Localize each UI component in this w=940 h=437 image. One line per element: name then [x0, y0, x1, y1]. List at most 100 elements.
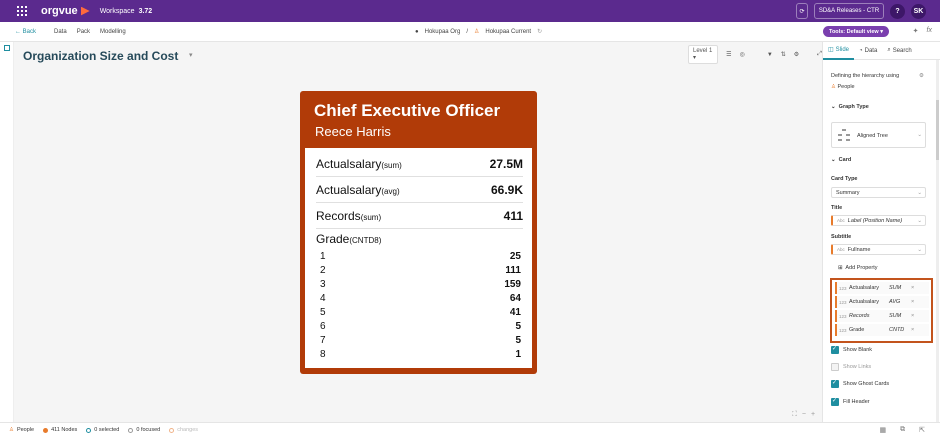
- workspace-label[interactable]: Workspace: [99, 7, 135, 15]
- nav-modelling[interactable]: Modelling: [100, 28, 126, 35]
- filter-icon[interactable]: ▼: [766, 51, 773, 58]
- title-select[interactable]: Abc Label (Position Name) ⌄: [831, 215, 926, 226]
- card-heading[interactable]: ⌄ Card: [831, 157, 852, 163]
- show-blank-checkbox[interactable]: [831, 345, 839, 354]
- chevron-down-icon: ⌄: [917, 218, 922, 224]
- panel-scrollbar[interactable]: [936, 60, 939, 422]
- nav-data[interactable]: Data: [54, 28, 67, 35]
- fill-header-checkbox[interactable]: [831, 397, 839, 406]
- metric-name: Actualsalary: [316, 156, 382, 171]
- subtitle-value: Fullname: [847, 246, 871, 253]
- remove-icon[interactable]: ×: [911, 285, 915, 291]
- level-select[interactable]: Level 1 ▾: [688, 45, 719, 64]
- status-focused[interactable]: 0 focused: [128, 427, 160, 433]
- metric-row: Actualsalary(sum) 27.5M: [316, 151, 523, 177]
- graph-type-heading[interactable]: ⌄ Graph Type: [831, 104, 869, 110]
- back-button[interactable]: ← Back: [15, 28, 37, 35]
- version-label: 3.72: [138, 7, 153, 15]
- property-agg[interactable]: AVG: [889, 299, 901, 305]
- pin-icon[interactable]: ✦: [912, 28, 919, 35]
- back-label: Back: [22, 28, 37, 35]
- settings-icon[interactable]: ⚙: [793, 52, 800, 58]
- tab-data[interactable]: ◔ Data: [854, 42, 882, 60]
- formula-icon[interactable]: fx: [926, 27, 932, 34]
- help-button[interactable]: ?: [890, 3, 905, 19]
- grade-row: 1 25: [320, 251, 521, 265]
- property-row[interactable]: 123 Actualsalary AVG ×: [835, 296, 929, 308]
- orgvue-logo: orgvue: [41, 5, 90, 17]
- card-type-label: Card Type: [831, 176, 858, 182]
- remove-icon[interactable]: ×: [911, 327, 915, 333]
- number-type-icon: 123: [839, 327, 847, 333]
- card-type-select[interactable]: Summary ⌄: [831, 187, 926, 198]
- refresh-icon[interactable]: ↻: [537, 29, 543, 35]
- nav-pack[interactable]: Pack: [76, 28, 91, 35]
- status-focused-label: 0 focused: [136, 427, 161, 433]
- dataset-label[interactable]: Hokupaa Current: [485, 28, 532, 35]
- graph-type-select[interactable]: Aligned Tree ⌄: [831, 122, 926, 148]
- tab-search[interactable]: ⌕ Search: [882, 42, 916, 60]
- property-agg[interactable]: CNTD: [889, 327, 905, 333]
- grade-count: 159: [504, 279, 521, 290]
- fit-view-icon[interactable]: ⛶: [792, 411, 797, 418]
- sort-icon[interactable]: ⇅: [780, 52, 786, 58]
- expand-icon[interactable]: ⤢: [817, 51, 822, 57]
- dataset-icon: ♙: [473, 29, 480, 35]
- grade-count: 41: [509, 307, 521, 318]
- zoom-in-icon[interactable]: +: [811, 411, 816, 418]
- grade-count: 5: [515, 321, 521, 332]
- status-changes[interactable]: changes: [169, 427, 198, 433]
- chevron-down-icon[interactable]: ▾: [189, 52, 193, 59]
- tree-icon: [838, 129, 850, 141]
- show-links-checkbox[interactable]: [831, 363, 839, 371]
- metric-agg: (sum): [381, 160, 402, 170]
- gear-icon[interactable]: ⚙: [919, 73, 924, 79]
- app-launcher-icon[interactable]: [17, 6, 27, 16]
- property-row[interactable]: 123 Records SUM ×: [835, 310, 929, 322]
- org-label[interactable]: Hokupaa Org: [424, 28, 461, 35]
- grade-row: 5 41: [320, 307, 521, 321]
- release-selector[interactable]: SD&A Releases - CTR: [814, 3, 884, 19]
- slide-icon: ◫: [828, 47, 834, 53]
- subtitle-select[interactable]: Abc Fullname ⌄: [831, 244, 926, 255]
- hierarchy-value[interactable]: ♙ People: [831, 84, 855, 90]
- grade-row: 4 64: [320, 293, 521, 307]
- property-row[interactable]: 123 Grade CNTD ×: [835, 324, 929, 336]
- section-label: Graph Type: [838, 104, 869, 110]
- status-people[interactable]: ♙ People: [9, 427, 34, 433]
- grid-view-icon[interactable]: ▦: [879, 427, 887, 434]
- title-value: Label (Position Name): [847, 217, 903, 224]
- metric-value: 27.5M: [489, 156, 523, 171]
- copy-icon[interactable]: ⧉: [900, 426, 906, 433]
- add-property-button[interactable]: ⊞ Add Property: [838, 265, 877, 271]
- app-header: orgvue Workspace 3.72 ⟳ SD&A Releases - …: [0, 0, 940, 22]
- show-blank-label: Show Blank: [843, 347, 873, 353]
- target-icon[interactable]: ◎: [739, 52, 745, 58]
- property-agg[interactable]: SUM: [889, 285, 902, 291]
- tools-view-dropdown[interactable]: Tools: Default view ▾: [823, 26, 890, 37]
- hierarchy-label: Defining the hierarchy using: [831, 73, 900, 79]
- show-ghost-cards-checkbox[interactable]: [831, 379, 839, 388]
- sync-icon[interactable]: ⟳: [796, 3, 808, 19]
- export-icon[interactable]: ⇱: [919, 427, 925, 434]
- tab-slide[interactable]: ◫ Slide: [823, 42, 855, 60]
- page-title[interactable]: Organization Size and Cost: [23, 49, 179, 63]
- title-label: Title: [831, 205, 843, 211]
- chevron-down-icon: ⌄: [917, 190, 922, 196]
- zoom-out-icon[interactable]: −: [801, 411, 806, 418]
- property-agg[interactable]: SUM: [889, 313, 902, 319]
- status-selected[interactable]: 0 selected: [86, 427, 119, 433]
- text-type-icon: Abc: [837, 247, 845, 252]
- user-avatar[interactable]: SK: [911, 3, 926, 19]
- org-icon: ●: [415, 28, 419, 35]
- remove-icon[interactable]: ×: [911, 313, 915, 319]
- property-row[interactable]: 123 Actualsalary SUM ×: [835, 282, 929, 294]
- grade-key: 3: [320, 279, 326, 290]
- org-card-ceo[interactable]: Chief Executive Officer Reece Harris Act…: [300, 91, 537, 374]
- list-icon[interactable]: ☰: [726, 52, 732, 58]
- subtitle-label: Subtitle: [831, 234, 852, 240]
- collapse-panel-icon[interactable]: [4, 45, 10, 51]
- remove-icon[interactable]: ×: [911, 299, 915, 305]
